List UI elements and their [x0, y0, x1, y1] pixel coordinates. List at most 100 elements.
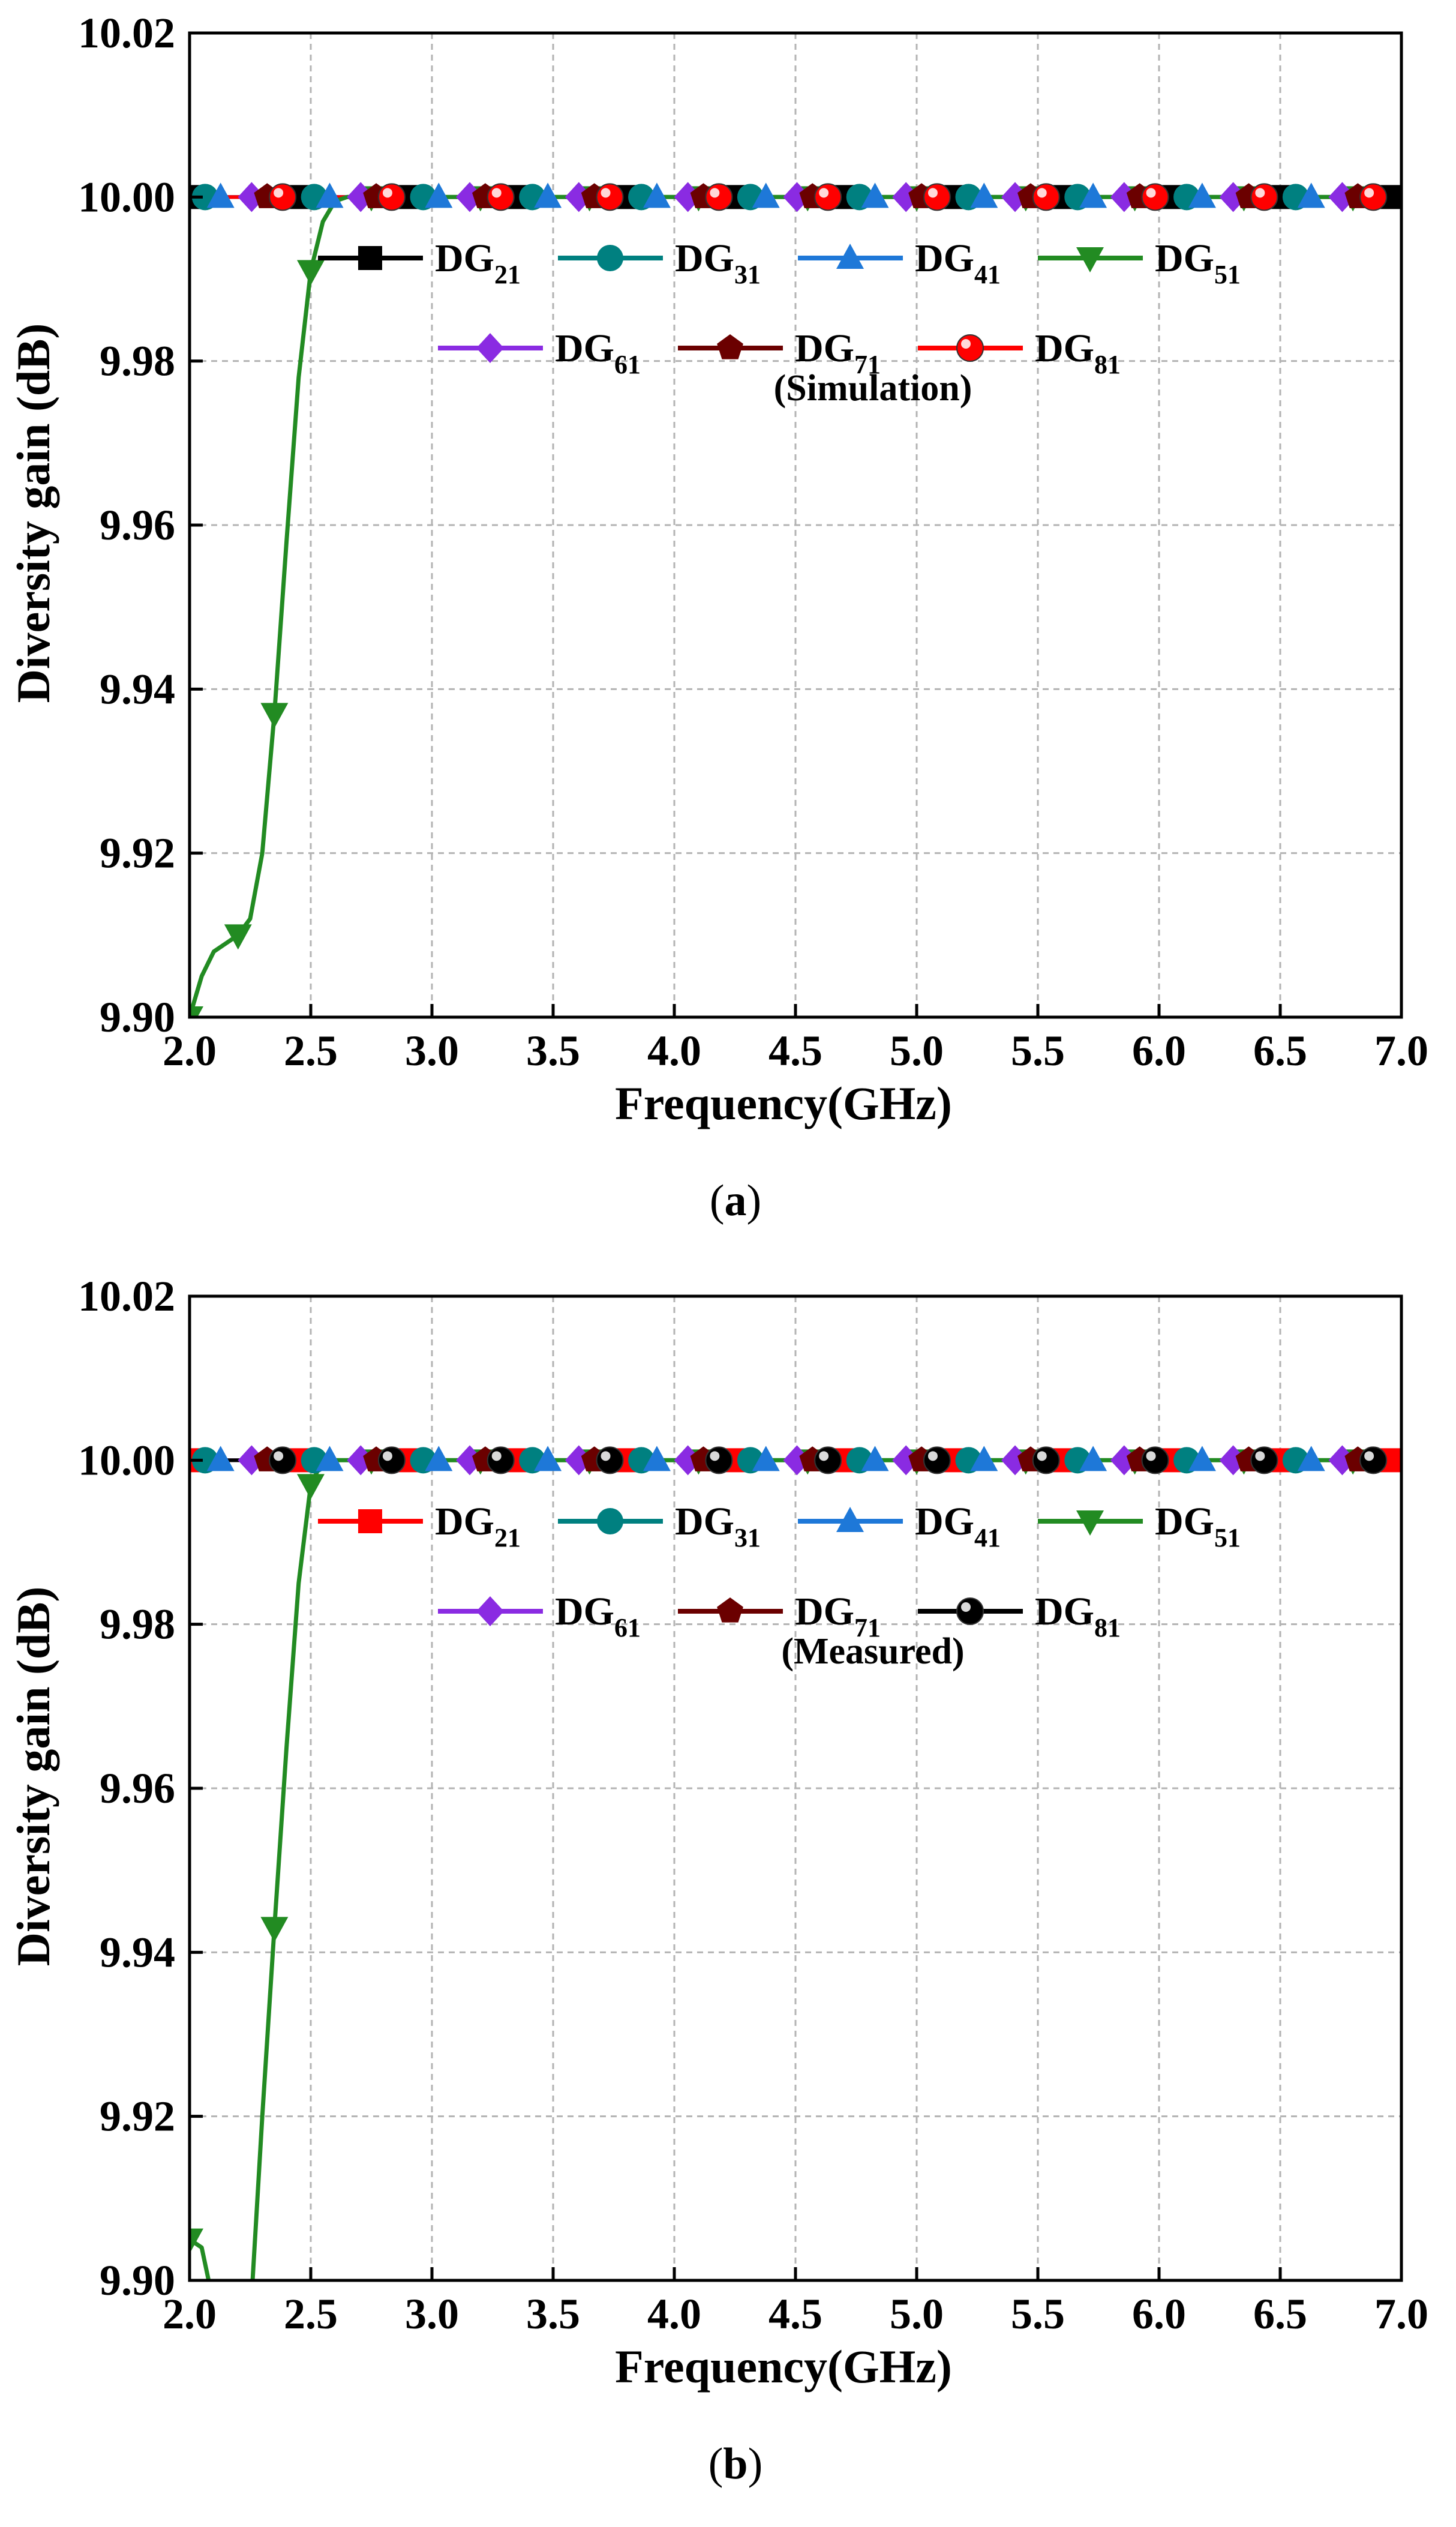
caption-open-paren: (	[709, 2439, 724, 2489]
marker-DG81	[1032, 1446, 1060, 1474]
caption-letter: a	[725, 1176, 747, 1225]
legend-label: DG61	[555, 326, 641, 379]
legend-item-DG81: DG81	[918, 1590, 1121, 1642]
legend-item-DG71: DG71	[678, 326, 881, 379]
marker-DG81-highlight	[274, 188, 284, 198]
x-tick-label: 5.0	[890, 2290, 944, 2338]
marker-DG81-highlight	[274, 1451, 284, 1461]
legend-label-subscript: 21	[494, 260, 521, 289]
marker-DG41	[425, 182, 453, 208]
marker-DG81-highlight	[491, 188, 502, 198]
caption-letter: b	[723, 2439, 747, 2489]
diversity-gain-chart-simulation: 2.0 2.5 3.0 3.5 4.0 4.5 5.0 5.5 6.0 6.5 7.0 9.90 9.9…	[7, 9, 1428, 1225]
legend-label: DG81	[1035, 326, 1121, 379]
panel-caption: (a)	[710, 1176, 761, 1225]
marker-DG81-highlight	[927, 188, 938, 198]
marker-DG41	[752, 182, 780, 208]
legend-label: DG71	[795, 326, 881, 379]
marker-DG41	[316, 1446, 344, 1471]
marker-DG81	[377, 183, 406, 211]
legend-label: DG51	[1155, 1500, 1241, 1552]
marker-DG41	[861, 182, 889, 208]
marker-DG51	[224, 2516, 252, 2527]
legend-label-subscript: 41	[974, 1523, 1001, 1552]
legend-item-DG61: DG61	[438, 326, 641, 379]
legend-label-subscript: 81	[1094, 1613, 1121, 1642]
marker-DG81	[1032, 183, 1060, 211]
marker-DG41	[861, 1446, 889, 1471]
y-tick-label: 10.00	[78, 173, 175, 221]
axis-ticks: 2.0 2.5 3.0 3.5 4.0 4.5 5.0 5.5 6.0 6.5 7.0 9.90 9.9…	[78, 9, 1428, 1075]
x-tick-label: 5.5	[1011, 1027, 1065, 1075]
marker-DG81	[1250, 183, 1278, 211]
y-tick-label: 10.02	[78, 9, 175, 57]
x-tick-label: 3.5	[526, 1027, 580, 1075]
marker-DG81-highlight	[601, 188, 611, 198]
legend-label-subscript: 51	[1214, 260, 1241, 289]
y-axis-title: Diversity gain (dB)	[7, 323, 59, 703]
legend-label-main: DG	[795, 1590, 854, 1633]
y-tick-label: 9.96	[100, 501, 175, 549]
marker-DG41	[1188, 1446, 1216, 1471]
marker-DG81	[487, 1446, 515, 1474]
legend-label-subscript: 51	[1214, 1523, 1241, 1552]
y-axis-title: Diversity gain (dB)	[7, 1587, 59, 1967]
marker-DG81	[1359, 183, 1388, 211]
marker-DG41	[534, 182, 562, 208]
marker-DG51	[190, 2228, 203, 2254]
marker-DG81	[814, 1446, 842, 1474]
marker-DG41	[752, 1446, 780, 1471]
legend-marker-DG21	[358, 1509, 382, 1533]
y-tick-label: 9.96	[100, 1764, 175, 1812]
legend-label-main: DG	[915, 236, 974, 280]
legend-marker-DG31	[597, 1508, 623, 1534]
diversity-gain-chart-measured: 2.0 2.5 3.0 3.5 4.0 4.5 5.0 5.5 6.0 6.5 7.0 9.90 9.9…	[7, 1272, 1428, 2527]
legend-label: DG61	[555, 1590, 641, 1642]
legend-label-subscript: 81	[1094, 350, 1121, 379]
legend-label-subscript: 21	[494, 1523, 521, 1552]
caption-close-paren: )	[748, 2439, 763, 2489]
legend-marker-DG71	[717, 334, 743, 359]
legend-marker-DG81	[956, 334, 984, 362]
marker-DG81	[814, 183, 842, 211]
legend-marker-DG81	[956, 1597, 984, 1625]
plot-area	[190, 182, 1401, 1017]
legend-marker-DG21	[358, 246, 382, 270]
marker-DG81	[923, 1446, 951, 1474]
y-tick-label: 9.92	[100, 2093, 175, 2141]
y-tick-label: 10.02	[78, 1272, 175, 1320]
legend-label-main: DG	[1155, 1500, 1214, 1543]
x-tick-label: 7.0	[1374, 2290, 1428, 2338]
figure-panel-a: 2.0 2.5 3.0 3.5 4.0 4.5 5.0 5.5 6.0 6.5 7.0 9.90 9.9…	[0, 0, 1456, 1263]
legend-label-main: DG	[1035, 326, 1094, 370]
legend-label-main: DG	[435, 1500, 494, 1543]
legend-label-subscript: 71	[854, 350, 881, 379]
marker-DG41	[534, 1446, 562, 1471]
legend-label: DG21	[435, 236, 521, 289]
y-tick-label: 9.94	[100, 1928, 175, 1976]
x-tick-label: 3.5	[526, 2290, 580, 2338]
y-tick-label: 9.98	[100, 1600, 175, 1648]
panel-caption: (b)	[709, 2439, 762, 2489]
x-tick-label: 6.5	[1253, 2290, 1307, 2338]
x-tick-label: 5.5	[1011, 2290, 1065, 2338]
marker-DG51	[260, 703, 289, 729]
legend-label-subscript: 31	[734, 1523, 761, 1552]
legend-marker-DG41	[836, 1507, 864, 1532]
legend-label-main: DG	[555, 326, 614, 370]
legend-label: DG51	[1155, 236, 1241, 289]
legend-label-subscript: 31	[734, 260, 761, 289]
marker-DG41	[206, 1446, 235, 1471]
legend-item-DG71: DG71	[678, 1590, 881, 1642]
figure-panel-b: 2.0 2.5 3.0 3.5 4.0 4.5 5.0 5.5 6.0 6.5 7.0 9.90 9.9…	[0, 1263, 1456, 2527]
x-tick-label: 5.0	[890, 1027, 944, 1075]
legend-label-main: DG	[1035, 1590, 1094, 1633]
x-tick-label: 2.5	[284, 2290, 338, 2338]
axis-ticks: 2.0 2.5 3.0 3.5 4.0 4.5 5.0 5.5 6.0 6.5 7.0 9.90 9.9…	[78, 1272, 1428, 2338]
x-tick-label: 2.0	[163, 1027, 217, 1075]
legend-item-DG51: DG51	[1038, 236, 1241, 289]
marker-DG41	[316, 182, 344, 208]
x-tick-label: 6.0	[1132, 1027, 1186, 1075]
